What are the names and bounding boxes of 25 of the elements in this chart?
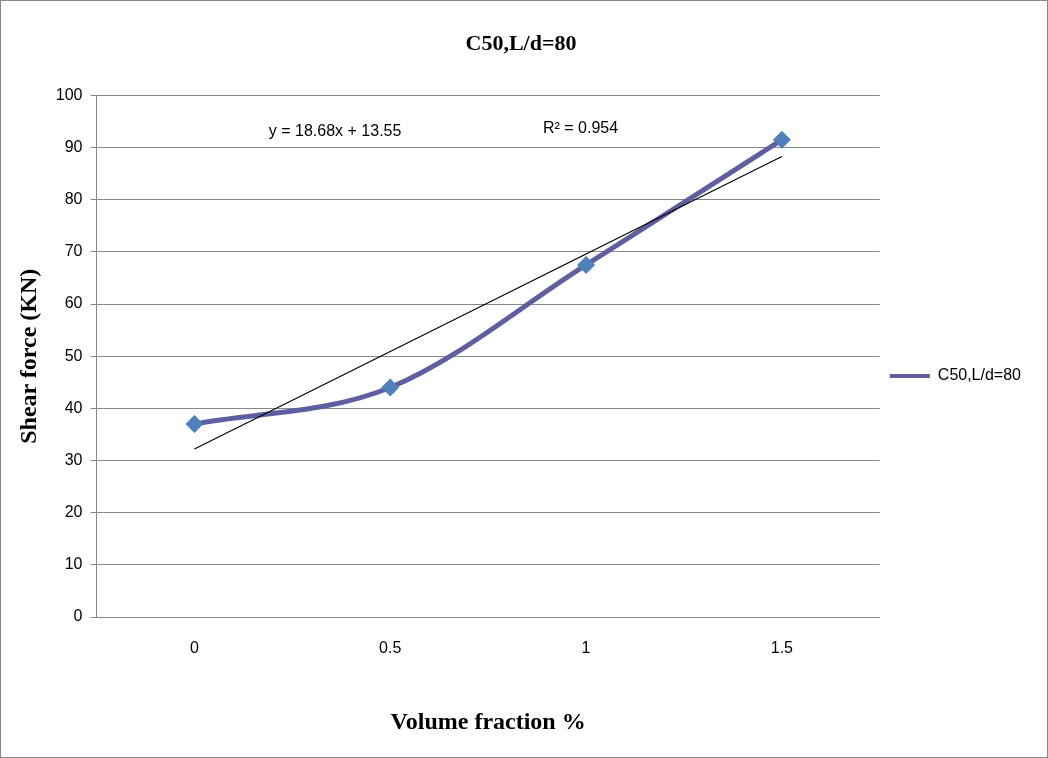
y-axis-title: Shear force (KN) [14,268,41,444]
legend-label: C50,L/d=80 [937,366,1022,384]
x-tick-label: 0.5 [379,639,402,657]
y-tick-label: 100 [55,85,83,103]
point [772,130,791,149]
x-tick-label: 1.5 [770,639,794,657]
y-tick-label: 10 [64,555,83,573]
point [185,415,204,434]
point [577,255,596,274]
y-tick-label: 70 [64,242,83,260]
chart-title: C50,L/d=80 [465,29,577,55]
annotation: R² = 0.954 [542,118,619,136]
y-tick-label: 0 [73,607,83,625]
x-tick-label: 1 [581,639,591,657]
y-tick-label: 50 [64,346,83,364]
x-tick-label: 0 [189,639,199,657]
y-tick-label: 80 [64,190,83,208]
annotation: y = 18.68x + 13.55 [268,122,402,140]
point [381,378,400,397]
y-tick-label: 30 [64,450,83,468]
x-axis-title: Volume fraction % [390,707,586,734]
y-tick-label: 60 [64,294,83,312]
y-tick-label: 20 [64,503,83,521]
y-tick-label: 40 [64,398,83,416]
y-tick-label: 90 [64,137,83,155]
